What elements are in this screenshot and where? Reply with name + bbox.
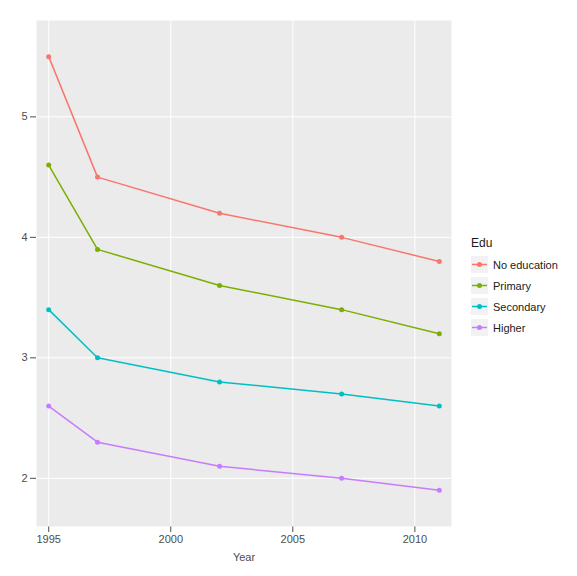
html-text:Higher: Higher <box>493 321 526 334</box>
html-text:Primary: Primary <box>493 279 531 292</box>
svg-text:Year: Year <box>233 551 256 563</box>
svg-text:3: 3 <box>21 351 27 363</box>
html-text:No education: No education <box>493 258 558 271</box>
svg-text:2000: 2000 <box>159 533 183 545</box>
svg-text:4: 4 <box>21 231 27 243</box>
svg-text:2: 2 <box>21 472 27 484</box>
svg-text:5: 5 <box>21 110 27 122</box>
html-text:Secondary: Secondary <box>493 300 546 313</box>
html-text:Edu: Edu <box>471 236 493 250</box>
svg-text:2005: 2005 <box>281 533 305 545</box>
svg-text:2010: 2010 <box>403 533 427 545</box>
svg-text:1995: 1995 <box>36 533 60 545</box>
